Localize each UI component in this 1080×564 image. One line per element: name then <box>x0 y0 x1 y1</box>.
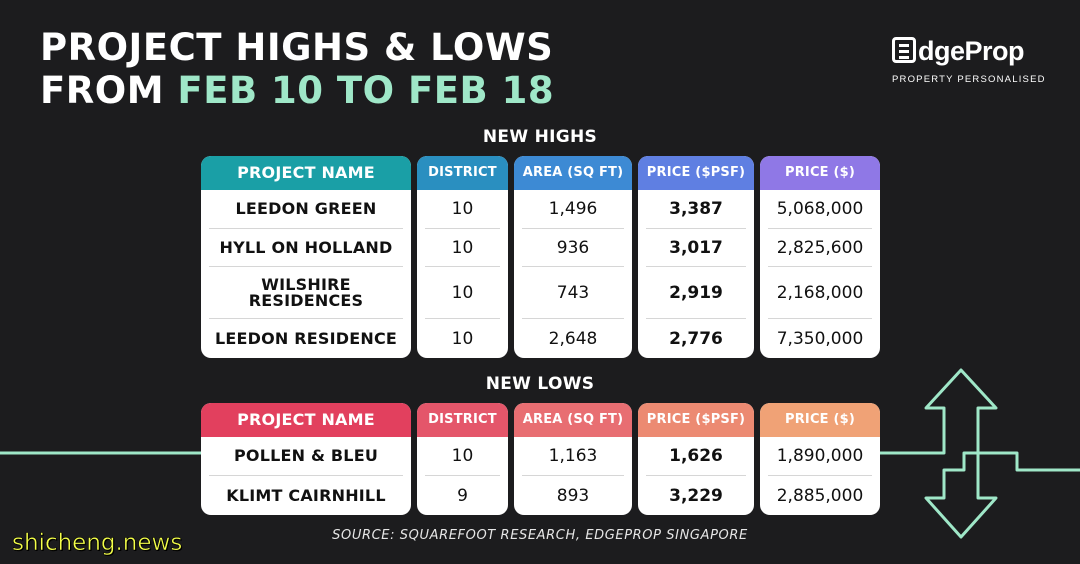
table-cell: 936 <box>522 228 624 266</box>
logo-tagline: PROPERTY PERSONALISED <box>892 74 1046 85</box>
column-header: PROJECT NAME <box>201 403 411 437</box>
table-cell: 1,890,000 <box>776 446 864 466</box>
column-header: PRICE ($PSF) <box>638 403 754 437</box>
lows-column-project-name: PROJECT NAME POLLEN & BLEU KLIMT CAIRNHILL <box>201 403 411 515</box>
table-cell: 2,648 <box>522 318 624 358</box>
table-cell: 7,350,000 <box>768 318 872 358</box>
page-title: PROJECT HIGHS & LOWS FROM FEB 10 TO FEB … <box>40 26 554 112</box>
table-cell: 3,229 <box>646 475 746 515</box>
new-highs-title: NEW HIGHS <box>482 127 598 147</box>
title-line-1: PROJECT HIGHS & LOWS <box>40 26 554 69</box>
table-cell: 10 <box>451 199 474 219</box>
watermark: shicheng.news <box>12 530 183 557</box>
table-cell: 3,017 <box>646 228 746 266</box>
table-cell: POLLEN & BLEU <box>233 446 379 465</box>
lows-column-district: DISTRICT 10 9 <box>417 403 508 515</box>
table-cell: 743 <box>522 266 624 318</box>
decorative-line <box>0 368 1080 539</box>
title-line-2: FROM FEB 10 TO FEB 18 <box>40 69 554 112</box>
lows-column-price-psf: PRICE ($PSF) 1,626 3,229 <box>638 403 754 515</box>
table-cell: HYLL ON HOLLAND <box>209 228 403 266</box>
table-cell: 5,068,000 <box>776 199 864 219</box>
logo-name: dgeProp <box>918 36 1025 66</box>
new-lows-title: NEW LOWS <box>485 374 595 394</box>
highs-column-project-name: PROJECT NAME LEEDON GREEN HYLL ON HOLLAND W… <box>201 156 411 358</box>
table-cell: 2,776 <box>646 318 746 358</box>
column-header: PRICE ($) <box>760 403 880 437</box>
source-note: SOURCE: SQUAREFOOT RESEARCH, EDGEPROP SI… <box>332 528 748 543</box>
logo-wordmark: dgeProp <box>892 36 1025 67</box>
column-header: AREA (SQ FT) <box>514 156 632 190</box>
table-cell: 10 <box>425 318 500 358</box>
table-cell: KLIMT CAIRNHILL <box>209 475 403 515</box>
lows-column-price-total: PRICE ($) 1,890,000 2,885,000 <box>760 403 880 515</box>
highs-column-price-total: PRICE ($) 5,068,000 2,825,600 2,168,000 7,35… <box>760 156 880 358</box>
table-cell: 893 <box>522 475 624 515</box>
lows-column-area-sqft: AREA (SQ FT) 1,163 893 <box>514 403 632 515</box>
column-header: DISTRICT <box>417 156 508 190</box>
table-cell: 10 <box>425 266 500 318</box>
column-header: AREA (SQ FT) <box>514 403 632 437</box>
title-date-range: FEB 10 TO FEB 18 <box>177 69 555 112</box>
title-prefix: FROM <box>40 69 178 112</box>
column-header: PRICE ($PSF) <box>638 156 754 190</box>
table-cell: 2,885,000 <box>768 475 872 515</box>
table-cell: LEEDON GREEN <box>235 199 377 218</box>
column-header: PROJECT NAME <box>201 156 411 190</box>
table-cell: 2,825,600 <box>768 228 872 266</box>
column-header: DISTRICT <box>417 403 508 437</box>
highs-column-district: DISTRICT 10 10 10 10 <box>417 156 508 358</box>
logo-e-icon <box>892 37 916 63</box>
edgeprop-logo: dgeProp PROPERTY PERSONALISED <box>892 30 1052 90</box>
table-cell: 9 <box>425 475 500 515</box>
table-cell: LEEDON RESIDENCE <box>209 318 403 358</box>
highs-column-price-psf: PRICE ($PSF) 3,387 3,017 2,919 2,776 <box>638 156 754 358</box>
table-cell: 1,626 <box>669 446 723 466</box>
table-cell: 2,168,000 <box>768 266 872 318</box>
highs-column-area-sqft: AREA (SQ FT) 1,496 936 743 2,648 <box>514 156 632 358</box>
table-cell: 1,496 <box>548 199 598 219</box>
table-cell: 10 <box>451 446 474 466</box>
column-header: PRICE ($) <box>760 156 880 190</box>
table-cell: 10 <box>425 228 500 266</box>
table-cell: 3,387 <box>669 199 723 219</box>
table-cell: 1,163 <box>548 446 598 466</box>
table-cell: 2,919 <box>646 266 746 318</box>
table-cell: WILSHIRE RESIDENCES <box>209 266 403 318</box>
